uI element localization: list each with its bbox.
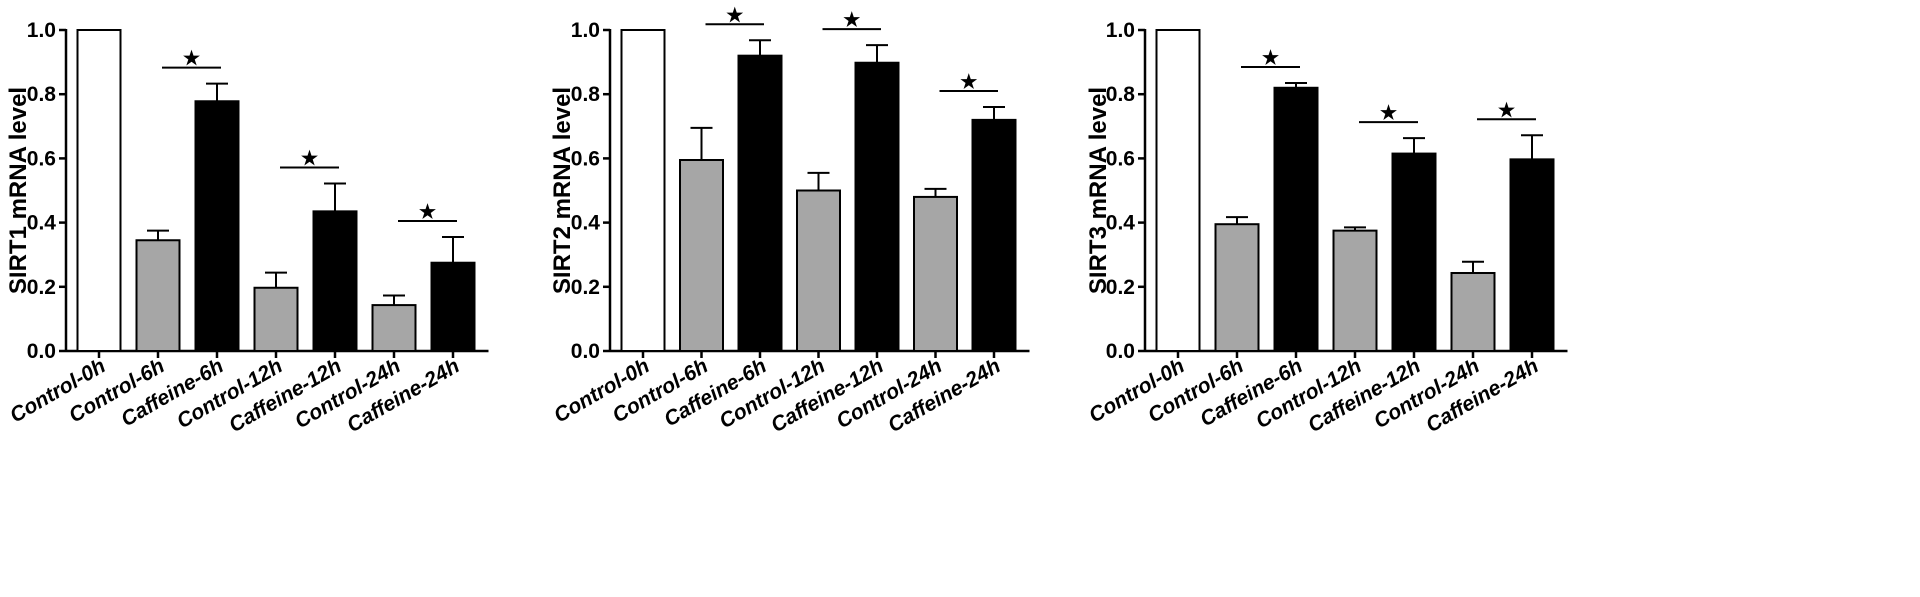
bar-control-12h <box>1332 229 1378 352</box>
significance-star: ★ <box>960 72 977 93</box>
bar-control-24h <box>371 304 417 352</box>
y-tick-label: 0.4 <box>571 212 601 235</box>
y-tick-label: 0.6 <box>27 147 56 170</box>
y-tick-label: 1.0 <box>1106 19 1135 42</box>
y-tick-label: 1.0 <box>571 19 600 42</box>
bar-caffeine-24h <box>1509 158 1555 352</box>
y-axis-title: SIRT3 mRNA level <box>1085 87 1112 294</box>
bar-control-24h <box>1450 271 1496 353</box>
significance-star: ★ <box>726 5 743 26</box>
significance-star: ★ <box>1380 103 1397 124</box>
y-axis-title: SIRT1 mRNA level <box>5 87 32 294</box>
significance-star: ★ <box>183 49 200 70</box>
y-tick-label: 0.0 <box>27 340 56 363</box>
y-tick-label: 0.0 <box>1106 340 1135 363</box>
bar-control-12h <box>253 286 299 352</box>
bar-control-6h <box>135 239 181 353</box>
y-tick-label: 0.8 <box>27 83 57 106</box>
y-tick-label: 0.2 <box>571 276 600 299</box>
significance-star: ★ <box>843 10 860 31</box>
bar-caffeine-6h <box>737 54 783 353</box>
bar-caffeine-6h <box>1273 86 1319 352</box>
y-tick-label: 0.0 <box>571 340 600 363</box>
significance-star: ★ <box>1262 48 1279 69</box>
y-tick-label: 0.8 <box>571 83 601 106</box>
y-axis-title: SIRT2 mRNA level <box>549 87 576 294</box>
bar-control-6h <box>679 159 724 352</box>
y-tick-label: 0.2 <box>1106 276 1135 299</box>
significance-star: ★ <box>1498 100 1515 121</box>
bar-caffeine-24h <box>971 118 1017 352</box>
bar-control-24h <box>913 195 958 352</box>
bar-control-0h <box>620 29 666 352</box>
bar-control-0h <box>1155 29 1201 352</box>
bar-caffeine-12h <box>1391 152 1437 352</box>
significance-star: ★ <box>419 202 436 223</box>
bar-caffeine-6h <box>194 100 240 353</box>
y-tick-label: 0.2 <box>27 276 56 299</box>
bar-caffeine-12h <box>854 61 900 352</box>
y-tick-label: 0.6 <box>1106 147 1135 170</box>
bar-control-0h <box>76 29 122 352</box>
y-tick-label: 0.6 <box>571 147 600 170</box>
bar-caffeine-12h <box>312 210 358 352</box>
y-tick-label: 0.4 <box>1106 212 1136 235</box>
y-tick-label: 1.0 <box>27 19 56 42</box>
bar-control-6h <box>1214 223 1260 352</box>
y-tick-label: 0.4 <box>27 212 57 235</box>
bar-caffeine-24h <box>430 261 476 353</box>
bar-control-12h <box>796 189 841 352</box>
y-tick-label: 0.8 <box>1106 83 1136 106</box>
significance-star: ★ <box>301 148 318 169</box>
